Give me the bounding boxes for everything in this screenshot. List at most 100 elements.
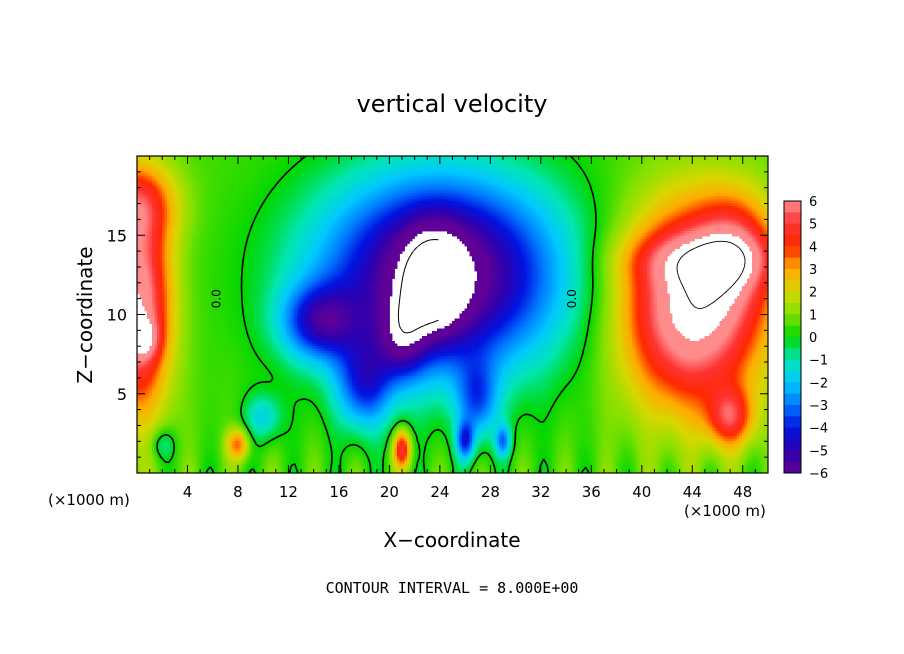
field-cell [682, 196, 685, 199]
field-cell [482, 169, 485, 172]
field-cell [425, 184, 428, 187]
field-cell [277, 176, 280, 179]
field-cell [210, 159, 213, 162]
field-cell [192, 179, 195, 182]
field-cell [185, 184, 188, 187]
field-cell [382, 166, 385, 169]
field-cell [450, 174, 453, 177]
field-cell [622, 164, 625, 167]
field-cell [762, 189, 765, 192]
field-cell [220, 166, 223, 169]
field-cell [457, 171, 460, 174]
field-cell [242, 171, 245, 174]
field-cell [407, 189, 410, 192]
field-cell [737, 194, 740, 197]
field-cell [647, 166, 650, 169]
field-cell [520, 184, 523, 187]
field-cell [192, 184, 195, 187]
field-cell [420, 184, 423, 187]
field-cell [437, 184, 440, 187]
field-cell [527, 204, 530, 207]
field-cell [682, 161, 685, 164]
field-cell [677, 181, 680, 184]
field-cell [540, 189, 543, 192]
field-cell [145, 184, 148, 187]
field-cell [325, 164, 328, 167]
field-cell [622, 181, 625, 184]
field-cell [717, 186, 720, 189]
field-cell [330, 184, 333, 187]
field-cell [282, 159, 285, 162]
field-cell [605, 174, 608, 177]
field-cell [207, 161, 210, 164]
field-cell [477, 164, 480, 167]
field-cell [415, 194, 418, 197]
field-cell [625, 181, 628, 184]
field-cell [197, 169, 200, 172]
field-cell [547, 179, 550, 182]
field-cell [535, 159, 538, 162]
field-cell [480, 164, 483, 167]
field-cell [350, 201, 353, 204]
field-cell [680, 161, 683, 164]
field-cell [497, 169, 500, 172]
field-cell [167, 186, 170, 189]
field-cell [465, 201, 468, 204]
field-cell [605, 196, 608, 199]
field-cell [402, 161, 405, 164]
field-cell [520, 196, 523, 199]
field-cell [602, 204, 605, 207]
field-cell [442, 201, 445, 204]
field-cell [752, 164, 755, 167]
field-cell [725, 194, 728, 197]
field-cell [427, 201, 430, 204]
field-cell [605, 176, 608, 179]
field-cell [267, 164, 270, 167]
field-cell [482, 176, 485, 179]
field-cell [627, 181, 630, 184]
field-cell [287, 186, 290, 189]
field-cell [430, 164, 433, 167]
field-cell [507, 169, 510, 172]
field-cell [692, 189, 695, 192]
field-cell [347, 194, 350, 197]
field-cell [195, 199, 198, 202]
field-cell [390, 181, 393, 184]
field-cell [305, 189, 308, 192]
field-cell [522, 194, 525, 197]
field-cell [195, 171, 198, 174]
field-cell [715, 191, 718, 194]
field-cell [172, 191, 175, 194]
field-cell [625, 169, 628, 172]
field-cell [282, 166, 285, 169]
field-cell [397, 166, 400, 169]
field-cell [260, 189, 263, 192]
field-cell [212, 201, 215, 204]
field-cell [352, 181, 355, 184]
field-cell [417, 204, 420, 207]
field-cell [617, 164, 620, 167]
field-cell [250, 164, 253, 167]
field-cell [380, 171, 383, 174]
field-cell [487, 159, 490, 162]
field-cell [585, 204, 588, 207]
field-cell [405, 179, 408, 182]
field-cell [705, 189, 708, 192]
field-cell [197, 161, 200, 164]
field-cell [362, 166, 365, 169]
field-cell [175, 171, 178, 174]
field-cell [422, 174, 425, 177]
field-cell [247, 186, 250, 189]
field-cell [725, 186, 728, 189]
field-cell [625, 171, 628, 174]
field-cell [660, 186, 663, 189]
field-cell [502, 189, 505, 192]
field-cell [497, 174, 500, 177]
field-cell [682, 191, 685, 194]
field-cell [387, 179, 390, 182]
field-cell [447, 171, 450, 174]
field-cell [720, 161, 723, 164]
field-cell [670, 166, 673, 169]
field-cell [530, 164, 533, 167]
field-cell [307, 171, 310, 174]
